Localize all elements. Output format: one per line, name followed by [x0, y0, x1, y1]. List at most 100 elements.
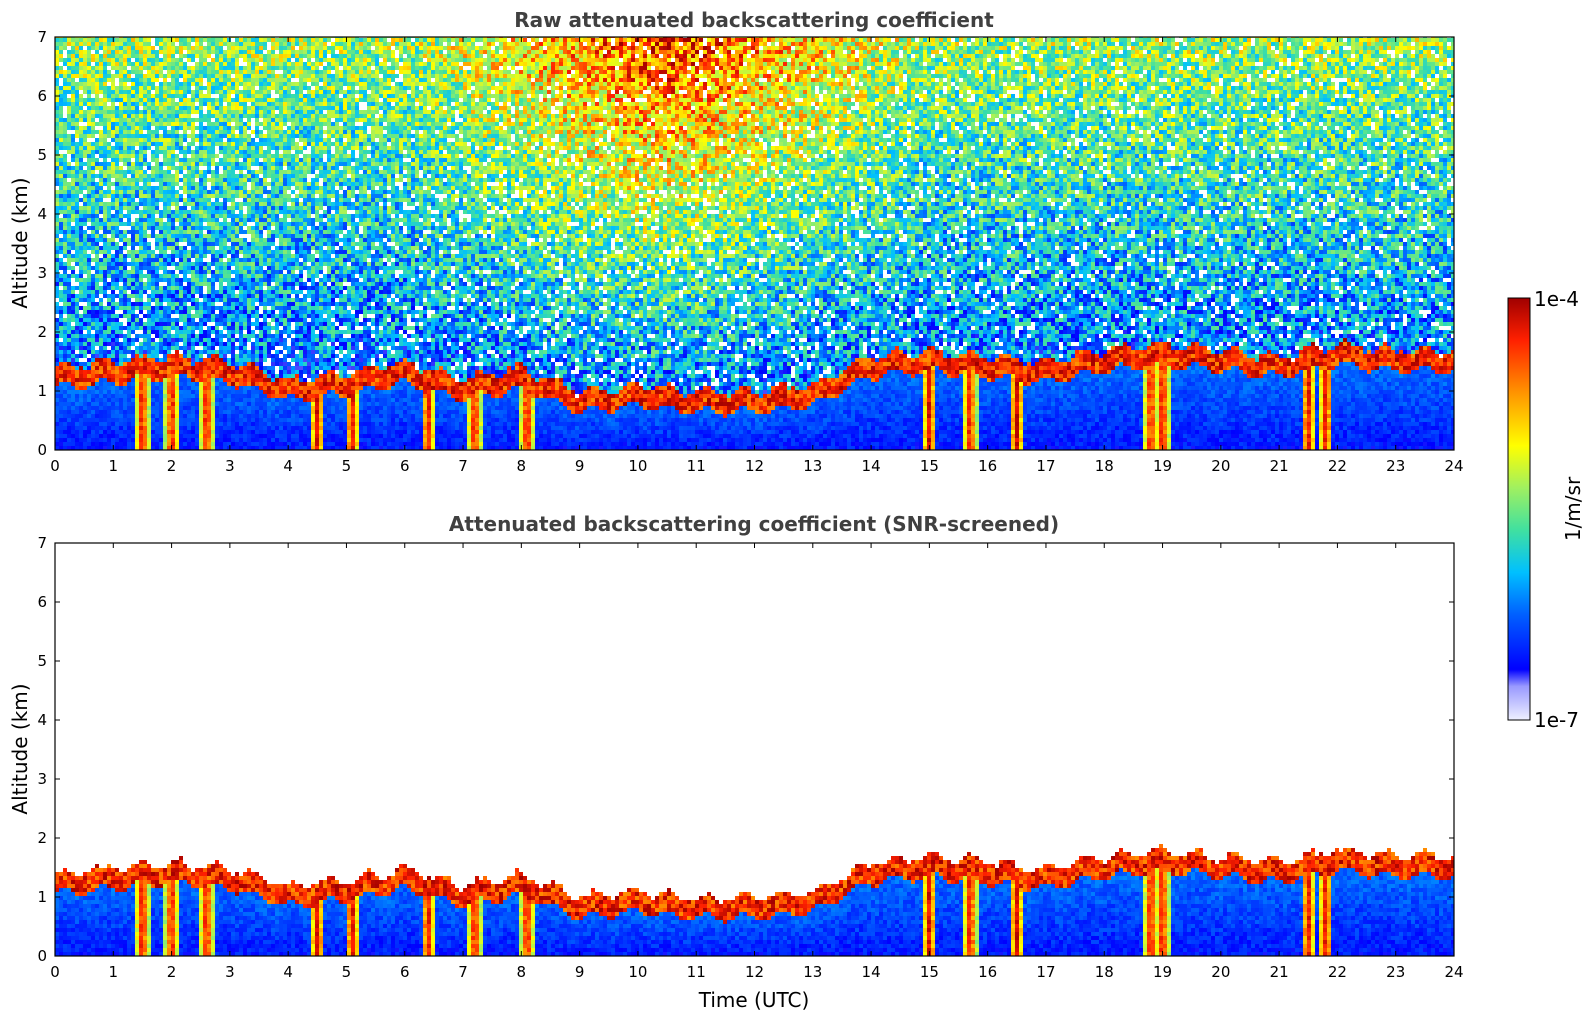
heatmap-cell — [235, 238, 239, 242]
heatmap-cell — [111, 334, 115, 338]
heatmap-cell — [215, 110, 219, 114]
heatmap-cell — [163, 198, 167, 202]
heatmap-cell — [75, 278, 79, 282]
heatmap-cell — [171, 278, 175, 282]
heatmap-cell — [143, 126, 147, 130]
heatmap-cell — [71, 114, 75, 118]
heatmap-cell — [199, 50, 203, 54]
heatmap-cell — [123, 430, 127, 434]
heatmap-cell — [255, 250, 259, 254]
heatmap-cell — [255, 134, 259, 138]
heatmap-cell — [191, 142, 195, 146]
heatmap-cell — [83, 218, 87, 222]
heatmap-cell — [143, 90, 147, 94]
heatmap-cell — [259, 406, 263, 410]
heatmap-cell — [75, 230, 79, 234]
heatmap-cell — [67, 214, 71, 218]
heatmap-cell — [247, 290, 251, 294]
heatmap-cell — [71, 326, 75, 330]
heatmap-cell — [195, 226, 199, 230]
heatmap-cell — [103, 170, 107, 174]
heatmap-cell — [123, 382, 127, 386]
heatmap-cell — [203, 190, 207, 194]
heatmap-cell — [179, 234, 183, 238]
heatmap-cell — [79, 186, 83, 190]
heatmap-cell — [59, 282, 63, 286]
heatmap-cell — [131, 366, 135, 370]
heatmap-cell — [211, 402, 215, 406]
heatmap-cell — [219, 178, 223, 182]
heatmap-cell — [87, 202, 91, 206]
heatmap-cell — [191, 430, 195, 434]
heatmap-cell — [139, 138, 143, 142]
heatmap-cell — [231, 346, 235, 350]
heatmap-cell — [163, 126, 167, 130]
heatmap-cell — [259, 410, 263, 414]
heatmap-cell — [211, 238, 215, 242]
heatmap-cell — [167, 330, 171, 334]
heatmap-cell — [183, 166, 187, 170]
heatmap-cell — [95, 42, 99, 46]
heatmap-cell — [99, 162, 103, 166]
heatmap-cell — [135, 362, 139, 366]
heatmap-cell — [195, 82, 199, 86]
heatmap-cell — [223, 378, 227, 382]
heatmap-cell — [115, 146, 119, 150]
heatmap-cell — [187, 174, 191, 178]
heatmap-cell — [183, 62, 187, 66]
heatmap-cell — [191, 382, 195, 386]
heatmap-cell — [239, 278, 243, 282]
heatmap-cell — [207, 82, 211, 86]
heatmap-cell — [187, 170, 191, 174]
heatmap-cell — [235, 102, 239, 106]
heatmap-cell — [175, 102, 179, 106]
heatmap-cell — [103, 150, 107, 154]
heatmap-cell — [143, 398, 147, 402]
heatmap-cell — [223, 406, 227, 410]
heatmap-cell — [103, 278, 107, 282]
heatmap-cell — [243, 70, 247, 74]
heatmap-cell — [155, 422, 159, 426]
heatmap-cell — [99, 66, 103, 70]
heatmap-cell — [87, 254, 91, 258]
heatmap-cell — [127, 386, 131, 390]
heatmap-cell — [239, 314, 243, 318]
heatmap-cell — [219, 98, 223, 102]
heatmap-cell — [199, 322, 203, 326]
heatmap-cell — [151, 214, 155, 218]
heatmap-cell — [235, 410, 239, 414]
heatmap-cell — [135, 334, 139, 338]
heatmap-cell — [123, 158, 127, 162]
heatmap-cell — [195, 366, 199, 370]
heatmap-cell — [75, 38, 79, 42]
heatmap-cell — [135, 298, 139, 302]
heatmap-cell — [187, 218, 191, 222]
heatmap-cell — [179, 54, 183, 58]
heatmap-cell — [131, 386, 135, 390]
heatmap-cell — [103, 222, 107, 226]
heatmap-cell — [211, 66, 215, 70]
heatmap-cell — [243, 182, 247, 186]
heatmap-cell — [67, 182, 71, 186]
heatmap-cell — [231, 250, 235, 254]
heatmap-cell — [143, 390, 147, 394]
heatmap-cell — [139, 382, 143, 386]
heatmap-cell — [215, 402, 219, 406]
heatmap-cell — [183, 434, 187, 438]
heatmap-cell — [107, 442, 111, 446]
heatmap-cell — [63, 146, 67, 150]
heatmap-cell — [139, 298, 143, 302]
heatmap-cell — [95, 162, 99, 166]
heatmap-cell — [111, 350, 115, 354]
heatmap-cell — [211, 382, 215, 386]
heatmap-cell — [99, 406, 103, 410]
heatmap-cell — [199, 302, 203, 306]
heatmap-cell — [159, 286, 163, 290]
heatmap-cell — [179, 298, 183, 302]
heatmap-cell — [91, 102, 95, 106]
heatmap-cell — [75, 66, 79, 70]
heatmap-cell — [99, 266, 103, 270]
heatmap-cell — [247, 146, 251, 150]
heatmap-cell — [139, 406, 143, 410]
heatmap-cell — [103, 58, 107, 62]
